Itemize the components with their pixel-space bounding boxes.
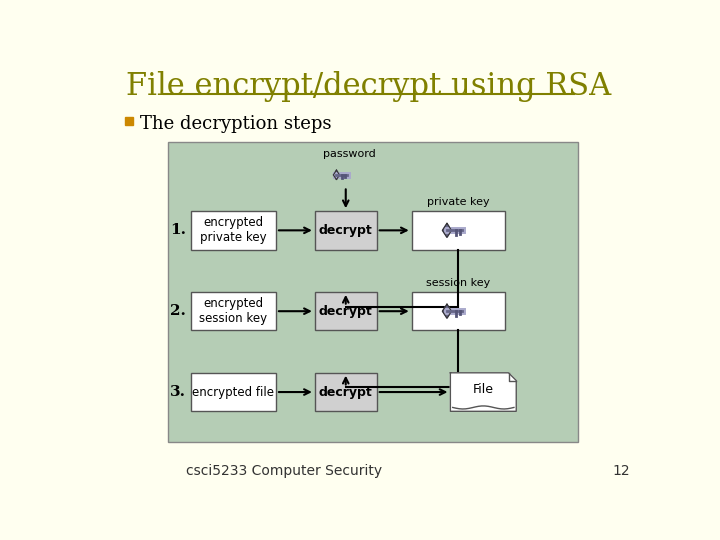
Text: File: File xyxy=(473,383,494,396)
Bar xyxy=(191,373,276,411)
Bar xyxy=(168,142,578,442)
Text: encrypted
private key: encrypted private key xyxy=(200,217,266,244)
Polygon shape xyxy=(333,170,340,180)
Text: csci5233 Computer Security: csci5233 Computer Security xyxy=(186,464,382,478)
Text: password: password xyxy=(323,148,376,159)
Bar xyxy=(191,292,276,330)
Bar xyxy=(412,211,505,249)
Text: private key: private key xyxy=(427,197,490,207)
Bar xyxy=(191,211,276,249)
Bar xyxy=(412,292,505,330)
Text: session key: session key xyxy=(426,278,490,288)
Polygon shape xyxy=(442,304,451,318)
Text: decrypt: decrypt xyxy=(319,305,373,318)
Text: decrypt: decrypt xyxy=(319,224,373,237)
Text: The decryption steps: The decryption steps xyxy=(140,115,332,133)
Bar xyxy=(315,292,377,330)
Polygon shape xyxy=(451,373,516,411)
Polygon shape xyxy=(442,224,451,238)
Text: encrypted file: encrypted file xyxy=(192,386,274,399)
Text: 12: 12 xyxy=(612,464,630,478)
Bar xyxy=(315,373,377,411)
Bar xyxy=(125,117,132,125)
Bar xyxy=(315,211,377,249)
Text: encrypted
session key: encrypted session key xyxy=(199,297,267,325)
Text: File encrypt/decrypt using RSA: File encrypt/decrypt using RSA xyxy=(127,71,611,102)
Text: 1.: 1. xyxy=(171,224,186,238)
Text: 3.: 3. xyxy=(171,385,186,399)
Text: decrypt: decrypt xyxy=(319,386,373,399)
Text: 2.: 2. xyxy=(171,304,186,318)
